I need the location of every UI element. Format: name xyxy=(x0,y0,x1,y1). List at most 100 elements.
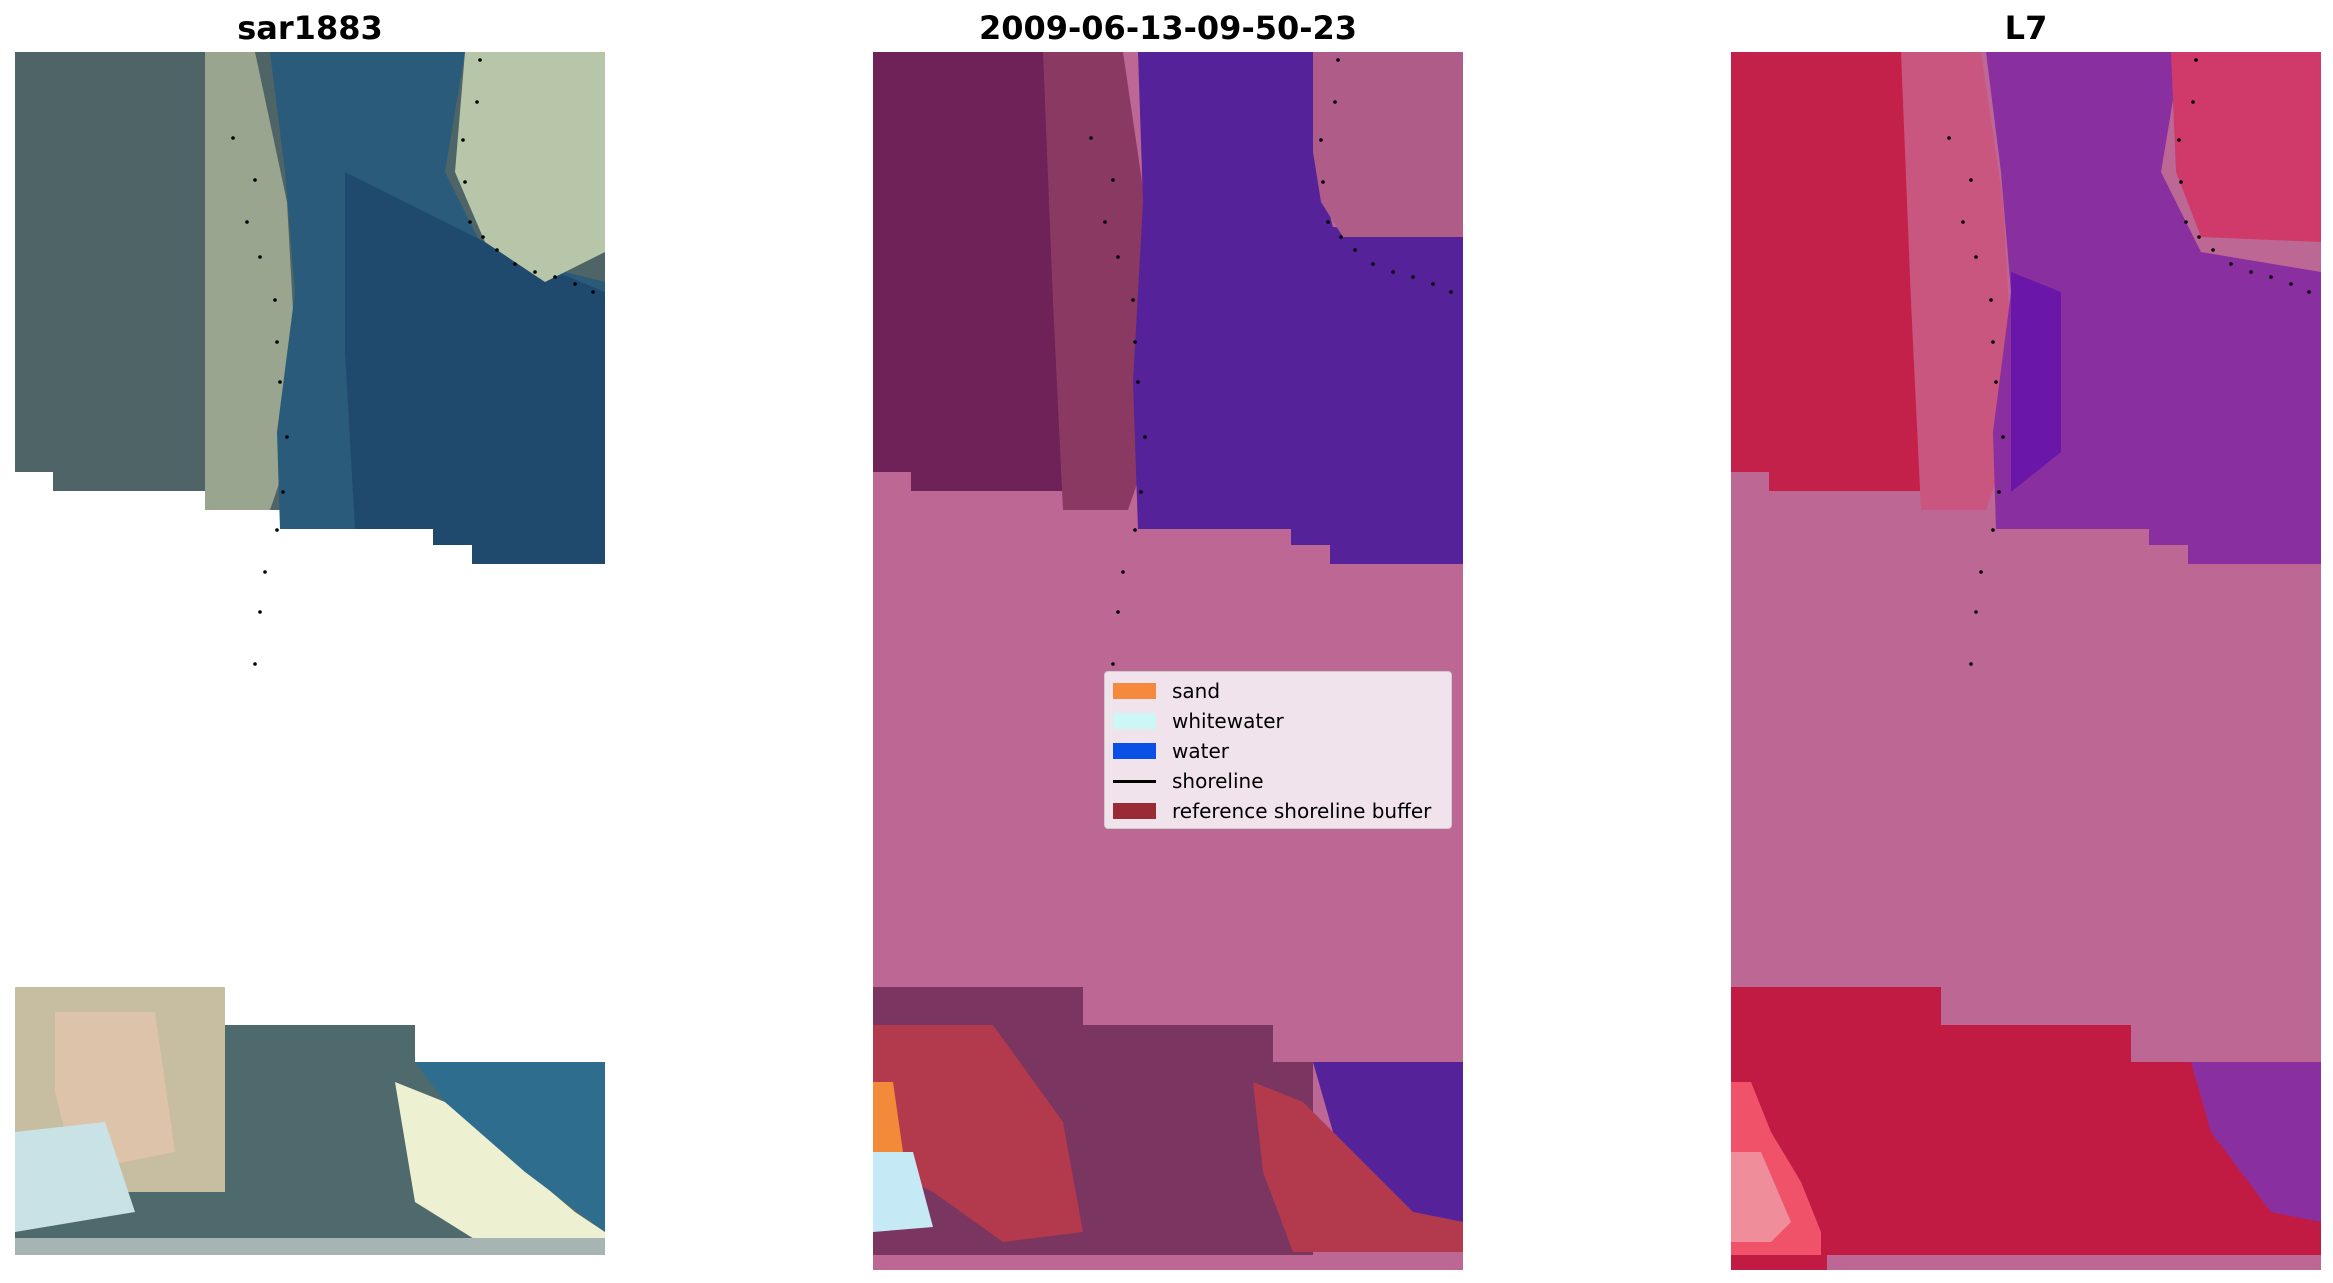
shoreline-point xyxy=(253,178,257,182)
shoreline-point xyxy=(1121,570,1125,574)
legend-item-shoreline: shoreline xyxy=(1113,766,1443,796)
shoreline-point xyxy=(461,138,465,142)
shoreline-point xyxy=(533,270,537,274)
shoreline-point xyxy=(1391,270,1395,274)
shoreline-point xyxy=(1143,435,1147,439)
shoreline-point xyxy=(245,220,249,224)
shoreline-point xyxy=(1326,220,1330,224)
shoreline-point xyxy=(1449,290,1453,294)
shoreline-point xyxy=(258,610,262,614)
water-class-bottom xyxy=(1313,1062,1463,1222)
shoreline-point xyxy=(553,275,557,279)
shoreline-point xyxy=(495,248,499,252)
shoreline-point xyxy=(591,290,595,294)
shoreline-point xyxy=(1991,528,1995,532)
shoreline-point xyxy=(1411,275,1415,279)
water-class xyxy=(1133,52,1463,564)
shoreline-point xyxy=(2211,248,2215,252)
shoreline-point xyxy=(2191,100,2195,104)
shoreline-point xyxy=(2249,270,2253,274)
shoreline-point xyxy=(2307,290,2311,294)
foam-streak xyxy=(395,1082,605,1252)
sand-buffer xyxy=(873,1025,1083,1242)
shoreline-point xyxy=(1353,248,1357,252)
shoreline-point xyxy=(481,235,485,239)
shoreline-point xyxy=(275,528,279,532)
shoreline-point xyxy=(2001,435,2005,439)
shoreline-point xyxy=(253,662,257,666)
legend-label: shoreline xyxy=(1172,769,1264,793)
legend-swatch-shoreline xyxy=(1113,779,1156,783)
shoreline-point xyxy=(258,255,262,259)
legend-label: sand xyxy=(1172,679,1221,703)
l7-image xyxy=(1731,52,2321,1270)
land-top-right xyxy=(2171,52,2321,242)
shoreline-point xyxy=(1103,220,1107,224)
shoreline-point xyxy=(1336,58,1340,62)
shoreline-point xyxy=(1136,380,1140,384)
shoreline-point xyxy=(1969,662,1973,666)
legend-item-whitewater: whitewater xyxy=(1113,706,1443,736)
shoreline-point xyxy=(1371,262,1375,266)
shoreline-point xyxy=(468,220,472,224)
legend: sand whitewater water shoreline referenc… xyxy=(1104,671,1452,829)
shoreline-point xyxy=(1319,138,1323,142)
shoreline-point xyxy=(2197,235,2201,239)
shoreline-point xyxy=(1333,100,1337,104)
shoreline-point xyxy=(1969,178,1973,182)
shoreline-point xyxy=(285,435,289,439)
shoreline-point xyxy=(1131,298,1135,302)
legend-item-sand: sand xyxy=(1113,676,1443,706)
shoreline-point xyxy=(478,58,482,62)
panel-l7: L7 xyxy=(1731,0,2321,1283)
shoreline-point xyxy=(2269,275,2273,279)
whitewater-patch xyxy=(15,1122,135,1232)
shoreline-point xyxy=(475,100,479,104)
bottom-water xyxy=(415,1062,605,1232)
shoreline-point xyxy=(281,490,285,494)
shoreline-point xyxy=(1974,610,1978,614)
sar-image xyxy=(15,52,605,1255)
sand-class xyxy=(873,1082,903,1152)
shoreline-point xyxy=(1139,490,1143,494)
water xyxy=(1986,52,2321,564)
panel-title: 2009-06-13-09-50-23 xyxy=(978,9,1358,47)
shoreline-point xyxy=(2177,138,2181,142)
pale-land xyxy=(1731,1152,1791,1242)
shoreline-point xyxy=(1991,340,1995,344)
bottom-water xyxy=(2191,1062,2321,1222)
legend-label: whitewater xyxy=(1172,709,1284,733)
shoreline-point xyxy=(463,180,467,184)
shoreline-point xyxy=(1994,380,1998,384)
shoreline-point xyxy=(2184,220,2188,224)
bottom-edge xyxy=(15,1238,605,1255)
shoreline-point xyxy=(1116,255,1120,259)
deep-water xyxy=(2011,272,2061,492)
legend-swatch-water xyxy=(1113,743,1156,759)
legend-label: reference shoreline buffer xyxy=(1172,799,1432,823)
shoreline-point xyxy=(573,282,577,286)
panel-sar: sar1883 xyxy=(15,0,605,1283)
shoreline-point xyxy=(2194,58,2198,62)
legend-swatch-buffer xyxy=(1113,803,1156,819)
shoreline-point xyxy=(1133,340,1137,344)
shoreline-point xyxy=(275,340,279,344)
shoreline-point xyxy=(2179,180,2183,184)
buffer-beach xyxy=(1043,52,1155,510)
shoreline-point xyxy=(1321,180,1325,184)
shoreline-point xyxy=(1961,220,1965,224)
shoreline-point xyxy=(1339,235,1343,239)
shoreline-point xyxy=(1133,528,1137,532)
beach xyxy=(1901,52,2013,510)
shoreline-point xyxy=(2229,262,2233,266)
legend-label: water xyxy=(1172,739,1229,763)
shoreline-point xyxy=(1111,662,1115,666)
legend-item-reference-shoreline-buffer: reference shoreline buffer xyxy=(1113,796,1443,826)
shoreline-point xyxy=(263,570,267,574)
beach-strip xyxy=(205,52,297,510)
shoreline-point xyxy=(1947,136,1951,140)
shoreline-point xyxy=(278,380,282,384)
shoreline-point xyxy=(1089,136,1093,140)
shoreline-point xyxy=(1116,610,1120,614)
